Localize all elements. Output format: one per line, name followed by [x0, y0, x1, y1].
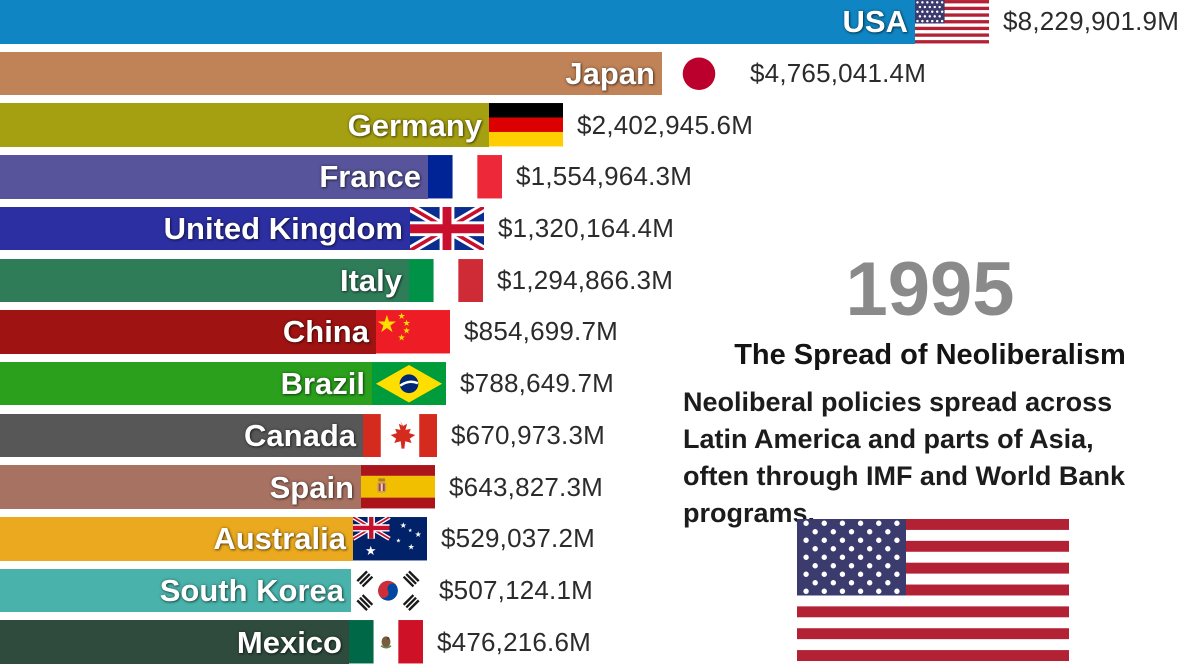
- bar-value: $529,037.2M: [441, 523, 595, 554]
- bar-value: $507,124.1M: [439, 574, 593, 605]
- bar-row-spain: Spain $643,827.3M: [0, 465, 1196, 509]
- bar-label: United Kingdom: [163, 211, 403, 247]
- japan-flag-icon: [662, 51, 736, 96]
- bar-label: Mexico: [236, 624, 342, 660]
- bar-label: USA: [842, 4, 908, 40]
- bar-usa: USA: [0, 0, 915, 44]
- svg-text:★: ★: [400, 521, 407, 530]
- bar-label: Brazil: [280, 366, 365, 402]
- bar-brazil: Brazil: [0, 361, 372, 406]
- svg-text:★: ★: [408, 543, 415, 552]
- svg-text:★: ★: [398, 312, 406, 322]
- bar-row-uk: United Kingdom $1,320,164.4M: [0, 206, 1196, 251]
- bar-row-china: China ★ ★ ★ ★ ★ $854,699.7M: [0, 310, 1196, 354]
- svg-text:★: ★: [376, 310, 397, 338]
- bar-row-south_korea: South Korea $507,124.1M: [0, 568, 1196, 613]
- description-line: Latin America and parts of Asia,: [683, 424, 1094, 454]
- italy-flag-icon: [409, 258, 483, 303]
- germany-flag-icon: [489, 103, 563, 147]
- bar-canada: Canada: [0, 413, 363, 458]
- bar-value: $2,402,945.6M: [577, 109, 754, 140]
- bar-value: $788,649.7M: [460, 368, 614, 399]
- uk-flag-icon: [410, 206, 484, 251]
- bar-mexico: Mexico: [0, 620, 349, 664]
- bar-row-usa: USA $8,229,901.9M: [0, 0, 1196, 44]
- bar-label: Japan: [565, 55, 655, 91]
- bar-label: South Korea: [159, 572, 344, 608]
- bar-label: Spain: [269, 469, 354, 505]
- bar-row-italy: Italy $1,294,866.3M: [0, 258, 1196, 303]
- bar-france: France: [0, 155, 428, 199]
- bar-value: $4,765,041.4M: [750, 57, 927, 88]
- canada-flag-icon: [363, 413, 437, 458]
- usa-flag-image: [797, 519, 1069, 661]
- svg-text:★: ★: [403, 319, 411, 329]
- description-line: often through IMF and World Bank: [683, 461, 1125, 491]
- bar-label: Australia: [213, 521, 346, 557]
- description-line: Neoliberal policies spread across: [683, 387, 1113, 417]
- bar-germany: Germany: [0, 103, 489, 147]
- bar-label: France: [319, 159, 421, 195]
- france-flag-icon: [428, 155, 502, 199]
- bar-italy: Italy: [0, 258, 409, 302]
- bar-row-canada: Canada $670,973.3M: [0, 413, 1196, 458]
- bar-label: Germany: [347, 107, 482, 143]
- svg-text:★: ★: [396, 538, 401, 545]
- china-flag-icon: ★ ★ ★ ★ ★: [376, 310, 450, 354]
- bar-row-mexico: Mexico $476,216.6M: [0, 620, 1196, 664]
- bar-value: $670,973.3M: [451, 419, 605, 450]
- bar-value: $643,827.3M: [449, 471, 603, 502]
- mexico-flag-icon: [349, 620, 423, 664]
- australia-flag-icon: ★ ★ ★ ★ ★ ★: [353, 517, 427, 561]
- svg-text:★: ★: [398, 334, 406, 344]
- bar-value: $1,320,164.4M: [498, 213, 675, 244]
- bar-value: $1,294,866.3M: [497, 264, 674, 295]
- bar-china: China: [0, 310, 376, 354]
- usa-flag-image-svg: [797, 519, 1069, 661]
- bar-label: Canada: [244, 417, 356, 453]
- bar-label: Italy: [339, 262, 402, 298]
- svg-text:★: ★: [408, 528, 413, 534]
- usa-flag-icon: [915, 0, 989, 44]
- bar-row-japan: Japan $4,765,041.4M: [0, 51, 1196, 96]
- bar-row-australia: Australia ★ ★ ★ ★ ★ ★ $529,037.2M: [0, 517, 1196, 561]
- bar-label: China: [282, 314, 369, 350]
- spain-flag-icon: [361, 465, 435, 509]
- description-line: programs.: [683, 498, 816, 528]
- bar-row-germany: Germany $2,402,945.6M: [0, 103, 1196, 147]
- bar-japan: Japan: [0, 51, 662, 96]
- bar-value: $476,216.6M: [437, 626, 591, 657]
- bar-row-france: France $1,554,964.3M: [0, 155, 1196, 199]
- svg-text:★: ★: [403, 327, 411, 337]
- bar-row-brazil: Brazil $788,649.7M: [0, 361, 1196, 406]
- south-korea-flag-icon: [351, 568, 425, 613]
- bar-spain: Spain: [0, 465, 361, 509]
- bar-uk: United Kingdom: [0, 206, 410, 251]
- bar-value: $8,229,901.9M: [1003, 6, 1180, 37]
- year-label: 1995: [845, 247, 1015, 332]
- svg-text:★: ★: [365, 544, 377, 559]
- bar-value: $1,554,964.3M: [516, 161, 693, 192]
- brazil-flag-icon: [372, 361, 446, 406]
- bar-australia: Australia: [0, 517, 353, 561]
- bar-south_korea: South Korea: [0, 568, 351, 613]
- svg-text:★: ★: [415, 530, 422, 539]
- chart-title: The Spread of Neoliberalism: [734, 339, 1126, 371]
- bar-value: $854,699.7M: [464, 316, 618, 347]
- chart-description: Neoliberal policies spread across Latin A…: [683, 384, 1193, 532]
